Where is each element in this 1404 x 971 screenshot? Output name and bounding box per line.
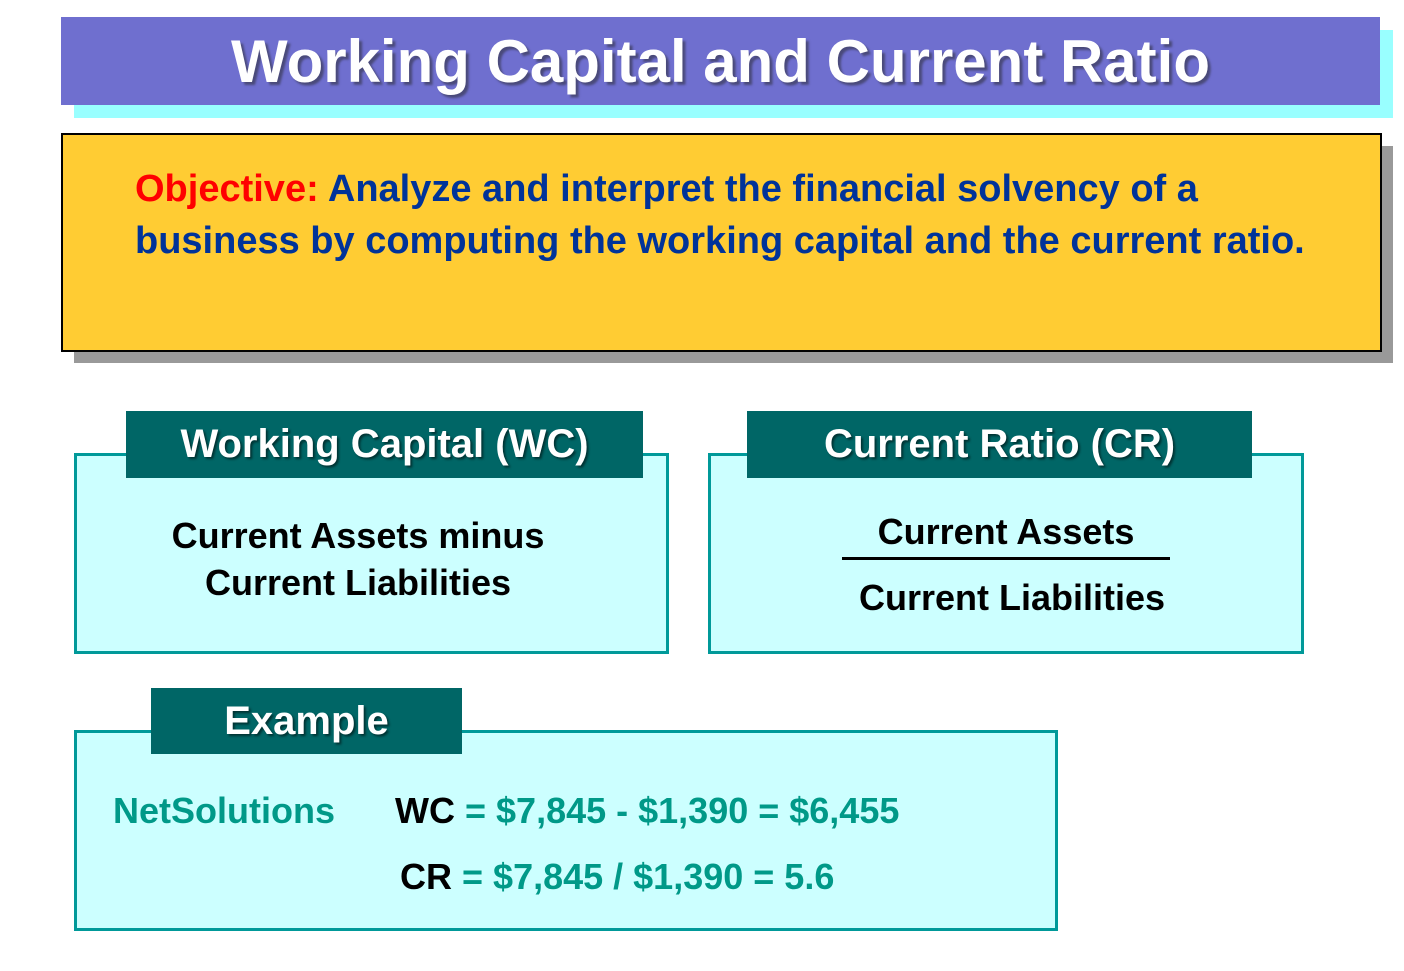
objective-label: Objective: [135,168,319,210]
working-capital-box [74,453,669,654]
example-cr-calculation: CR = $7,845 / $1,390 = 5.6 [400,856,834,898]
current-ratio-numerator: Current Assets [877,511,1135,552]
example-header: Example [151,688,462,754]
example-company: NetSolutions [113,790,335,831]
objective-text: Analyze and interpret the financial solv… [135,168,1305,262]
current-ratio-denominator: Current Liabilities [858,577,1166,618]
example-wc-formula: = $7,845 - $1,390 = $6,455 [465,790,900,831]
example-box [74,730,1058,931]
example-cr-tag: CR [400,856,452,897]
current-ratio-header-label: Current Ratio (CR) [823,422,1176,466]
example-cr-formula: = $7,845 / $1,390 = 5.6 [462,856,835,897]
fraction-bar [842,557,1170,560]
working-capital-definition: Current Assets minus Current Liabilities [74,512,642,606]
title-bar: Working Capital and Current Ratio [61,17,1380,105]
page-title: Working Capital and Current Ratio [231,27,1210,95]
working-capital-line-2: Current Liabilities [204,562,512,603]
example-wc-calculation: WC = $7,845 - $1,390 = $6,455 [395,790,899,832]
working-capital-line-1: Current Assets minus [171,515,545,556]
example-wc-tag: WC [395,790,455,831]
working-capital-header-label: Working Capital (WC) [180,422,589,466]
example-header-label: Example [224,698,389,743]
working-capital-header: Working Capital (WC) [126,411,643,478]
current-ratio-header: Current Ratio (CR) [747,411,1252,478]
current-ratio-box [708,453,1304,654]
objective-text-block: Objective: Analyze and interpret the fin… [135,163,1335,267]
objective-box: Objective: Analyze and interpret the fin… [61,133,1382,352]
